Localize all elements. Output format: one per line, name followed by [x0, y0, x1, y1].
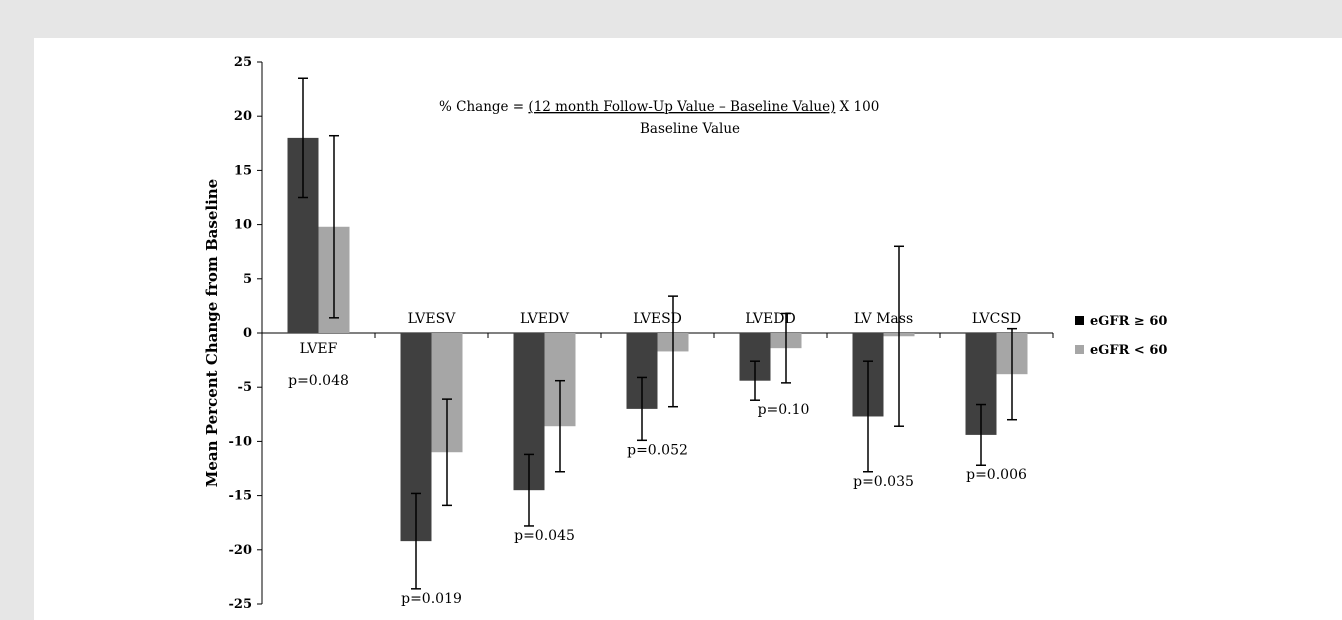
y-axis-title: Mean Percent Change from Baseline	[203, 179, 221, 487]
p-value-label: p=0.035	[853, 474, 914, 490]
p-value-label: p=0.045	[514, 528, 575, 544]
category-label: LV Mass	[854, 311, 913, 327]
y-tick-label: -10	[229, 434, 253, 449]
formula-multiplier: X 100	[835, 99, 879, 115]
p-value-label: p=0.006	[966, 467, 1027, 483]
category-label: LVEDD	[745, 311, 795, 327]
y-tick-label: 5	[243, 272, 252, 287]
legend-label: eGFR ≥ 60	[1090, 314, 1167, 329]
legend-swatch	[1075, 316, 1084, 325]
formula-denominator: Baseline Value	[640, 121, 740, 137]
p-value-label: p=0.019	[401, 591, 462, 607]
legend-label: eGFR < 60	[1090, 343, 1167, 358]
category-label: LVESD	[633, 311, 682, 327]
category-label: LVEF	[300, 341, 338, 357]
p-value-label: p=0.052	[627, 442, 688, 458]
legend-swatch	[1075, 345, 1084, 354]
y-tick-label: -15	[229, 489, 253, 504]
y-tick-label: 25	[234, 55, 252, 70]
y-tick-label: -5	[238, 380, 252, 395]
formula-line: % Change = (12 month Follow-Up Value – B…	[439, 99, 879, 115]
y-tick-label: 10	[234, 218, 252, 233]
p-value-label: p=0.048	[288, 373, 349, 389]
formula-numerator: (12 month Follow-Up Value – Baseline Val…	[528, 99, 835, 115]
chart-panel	[34, 38, 1342, 620]
category-label: LVCSD	[972, 311, 1021, 327]
y-tick-label: 15	[234, 163, 252, 178]
category-label: LVEDV	[520, 311, 570, 327]
y-tick-label: 20	[234, 109, 252, 124]
y-tick-label: -25	[229, 597, 253, 612]
p-value-label: p=0.10	[758, 402, 810, 418]
category-label: LVESV	[408, 311, 457, 327]
formula-prefix: % Change =	[439, 99, 528, 115]
y-tick-label: -20	[229, 543, 253, 558]
y-tick-label: 0	[243, 326, 252, 341]
